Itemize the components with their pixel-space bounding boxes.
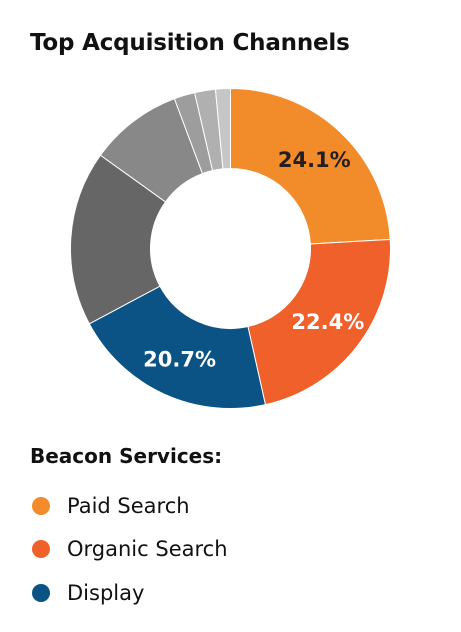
legend-item-paid-search: Paid Search: [32, 484, 228, 528]
legend-marker: [32, 583, 50, 602]
legend-title: Beacon Services:: [30, 444, 223, 468]
legend-marker: [32, 540, 50, 559]
donut-slice-2: [247, 238, 391, 406]
legend-label: Display: [67, 580, 145, 605]
donut-slice-3: [88, 285, 267, 409]
chart-title: Top Acquisition Channels: [30, 30, 350, 56]
legend-item-display: Display: [32, 571, 228, 615]
legend-label: Paid Search: [67, 493, 190, 518]
legend-label: Organic Search: [67, 537, 228, 562]
legend: Paid Search Organic Search Display: [32, 484, 228, 615]
donut-slice-8: [214, 87, 231, 170]
legend-marker: [32, 496, 50, 515]
slice-value-label: 24.1%: [278, 148, 351, 172]
donut-slice-1: [230, 87, 391, 245]
legend-item-organic-search: Organic Search: [32, 528, 228, 572]
slice-value-label: 20.7%: [143, 347, 216, 371]
donut-slice-4: [70, 154, 167, 325]
slice-value-label: 22.4%: [291, 310, 364, 334]
